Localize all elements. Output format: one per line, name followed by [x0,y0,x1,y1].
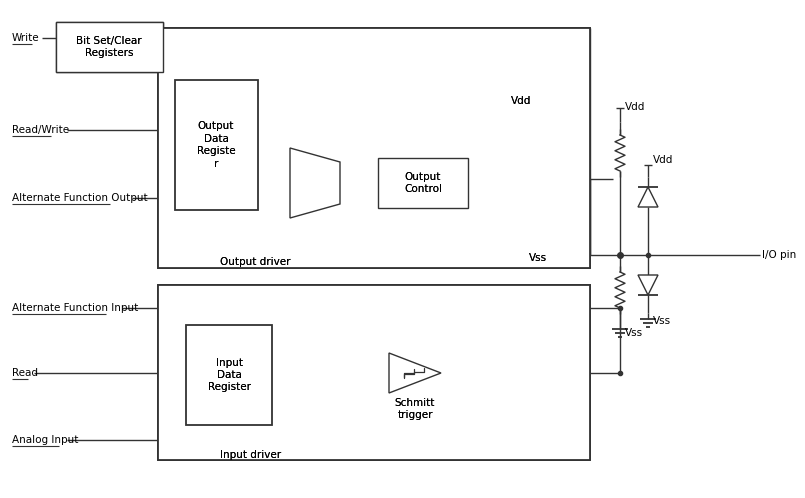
Bar [158,28,590,268]
Text: Read/Write: Read/Write [12,125,69,135]
Text: Bit Set/Clear
Registers: Bit Set/Clear Registers [76,36,142,58]
Text: Vdd: Vdd [653,155,673,165]
Text: Output
Control: Output Control [404,172,442,194]
Polygon shape [290,148,340,218]
Polygon shape [638,187,658,207]
Bar [175,80,258,210]
Text: Vss: Vss [625,328,643,338]
Bar [175,80,258,210]
Bar [158,285,590,460]
Text: I/O pin: I/O pin [762,250,796,260]
Bar [158,28,590,268]
Text: Read: Read [12,368,38,378]
Bar [56,22,163,72]
Text: Output
Data
Registe
r: Output Data Registe r [196,122,235,169]
Text: Output
Data
Registe
r: Output Data Registe r [196,122,235,169]
Circle shape [497,145,503,151]
Polygon shape [389,353,441,393]
Bar [378,158,468,208]
Text: Input driver: Input driver [220,450,281,460]
Text: Output
Control: Output Control [404,172,442,194]
Text: Output driver: Output driver [220,257,291,267]
Text: Output driver: Output driver [220,257,291,267]
Bar [186,325,272,425]
Bar [186,325,272,425]
Text: Vss: Vss [529,253,547,263]
Text: Vdd: Vdd [511,96,531,106]
Bar [56,22,163,72]
Text: Analog Input: Analog Input [12,435,78,445]
Text: Vss: Vss [653,316,671,326]
Text: Vss: Vss [529,253,547,263]
Bar [378,158,468,208]
Polygon shape [638,275,658,295]
Text: Bit Set/Clear
Registers: Bit Set/Clear Registers [76,36,142,58]
Text: Schmitt
trigger: Schmitt trigger [394,398,436,420]
Polygon shape [389,353,441,393]
Text: Alternate Function Output: Alternate Function Output [12,193,147,203]
Text: Write: Write [12,33,39,43]
Text: Input
Data
Register: Input Data Register [208,358,250,392]
Bar [158,285,590,460]
Text: Input driver: Input driver [220,450,281,460]
Text: Vdd: Vdd [625,102,646,112]
Text: Alternate Function Input: Alternate Function Input [12,303,138,313]
Text: Vdd: Vdd [511,96,531,106]
Text: Input
Data
Register: Input Data Register [208,358,250,392]
Polygon shape [290,148,340,218]
Text: Schmitt
trigger: Schmitt trigger [394,398,436,420]
